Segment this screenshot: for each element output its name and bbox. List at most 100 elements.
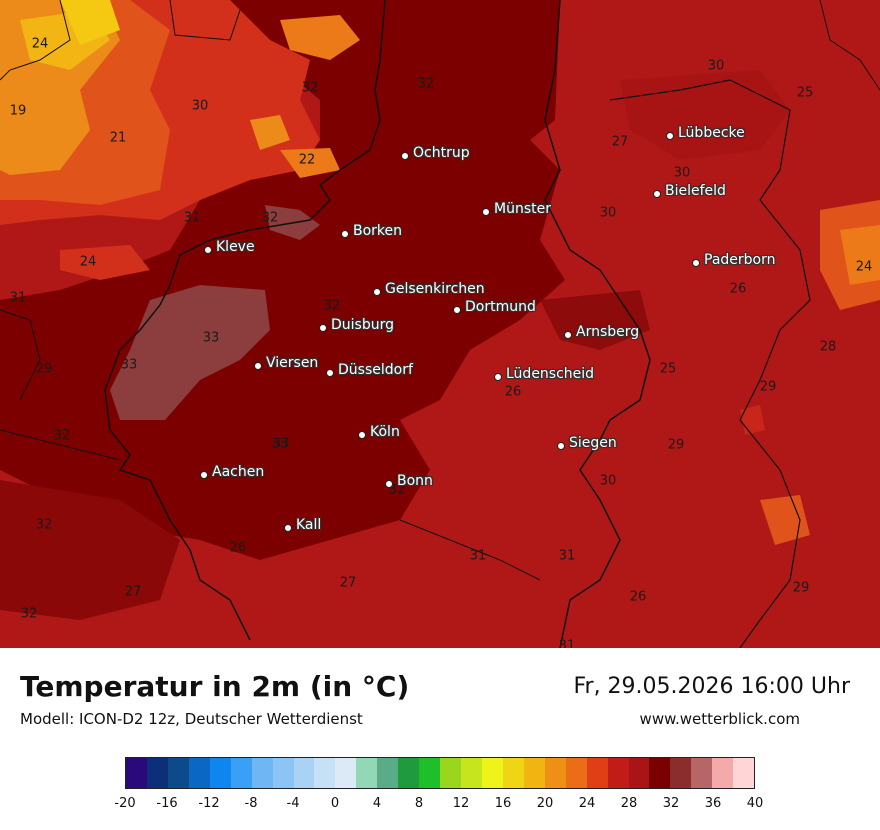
- contour-label: 32: [301, 80, 319, 96]
- city-marker: [557, 442, 565, 450]
- contour-label: 26: [229, 540, 247, 556]
- color-scale-cell: [523, 758, 545, 788]
- temperature-field: [0, 0, 880, 648]
- contour-label: 32: [261, 210, 279, 226]
- contour-label: 31: [558, 548, 576, 564]
- city-label: Kleve: [216, 239, 255, 255]
- city-label: Ochtrup: [413, 145, 470, 161]
- contour-label: 33: [272, 436, 290, 452]
- city-marker: [200, 471, 208, 479]
- color-scale-tick-label: 24: [578, 796, 596, 811]
- color-scale-tick-label: -20: [114, 796, 136, 811]
- color-scale-tick-label: 0: [330, 796, 340, 811]
- color-scale-cell: [649, 758, 671, 788]
- city-marker: [284, 524, 292, 532]
- contour-label: 32: [388, 482, 406, 498]
- city-label: Borken: [353, 223, 403, 239]
- color-scale-cell: [335, 758, 357, 788]
- contour-label: 31: [9, 290, 27, 306]
- contour-label: 32: [35, 517, 53, 533]
- color-scale-cell: [670, 758, 692, 788]
- color-scale-tick-label: 16: [494, 796, 512, 811]
- color-scale-cell: [481, 758, 503, 788]
- color-scale-tick-label: -12: [198, 796, 220, 811]
- color-scale-cell: [314, 758, 336, 788]
- city-marker: [326, 369, 334, 377]
- city-marker: [385, 480, 393, 488]
- color-scale-cell: [712, 758, 734, 788]
- color-scale-cell: [293, 758, 315, 788]
- color-scale-cell: [607, 758, 629, 788]
- city-marker: [401, 152, 409, 160]
- city-label: Dortmund: [465, 299, 536, 315]
- city-label: Aachen: [212, 464, 265, 480]
- contour-label: 30: [599, 205, 617, 221]
- contour-label: 26: [629, 589, 647, 605]
- contour-label: 24: [31, 36, 49, 52]
- color-scale-tick-label: 40: [746, 796, 764, 811]
- city-label: Arnsberg: [576, 324, 640, 340]
- city-label: Düsseldorf: [338, 362, 413, 378]
- color-scale-cell: [377, 758, 399, 788]
- color-scale-tick-label: 20: [536, 796, 554, 811]
- contour-label: 33: [202, 330, 220, 346]
- city-marker: [341, 230, 349, 238]
- contour-label: 32: [417, 76, 435, 92]
- city-label: Lüdenscheid: [506, 366, 595, 382]
- city-label: Gelsenkirchen: [385, 281, 485, 297]
- color-scale-cell: [146, 758, 168, 788]
- color-scale-tick-label: 8: [414, 796, 424, 811]
- contour-label: 30: [191, 98, 209, 114]
- city-label: Bielefeld: [665, 183, 726, 199]
- color-scale-tick-label: 36: [704, 796, 722, 811]
- contour-label: 28: [819, 339, 837, 355]
- contour-label: 29: [792, 580, 810, 596]
- map-footer: Temperatur in 2m (in °C) Modell: ICON-D2…: [0, 648, 880, 830]
- city-label: Paderborn: [704, 252, 776, 268]
- contour-label: 24: [855, 259, 873, 275]
- city-label: Bonn: [397, 473, 433, 489]
- contour-label: 32: [20, 606, 38, 622]
- contour-label: 30: [707, 58, 725, 74]
- contour-label: 27: [611, 134, 629, 150]
- contour-label: 30: [673, 165, 691, 181]
- color-scale-tick-label: -8: [244, 796, 258, 811]
- color-scale-cell: [188, 758, 210, 788]
- color-scale-cell: [691, 758, 713, 788]
- contour-label: 31: [558, 638, 576, 649]
- city-label: Lübbecke: [678, 125, 745, 141]
- city-marker: [482, 208, 490, 216]
- city-marker: [653, 190, 661, 198]
- contour-label: 26: [729, 281, 747, 297]
- contour-label: 31: [469, 548, 487, 564]
- model-info: Modell: ICON-D2 12z, Deutscher Wetterdie…: [20, 710, 363, 728]
- weather-map: 24 32 32 30 25 19 30 21 27 22 30 31 32 3…: [0, 0, 880, 648]
- contour-label: 29: [35, 361, 53, 377]
- color-scale-cell: [167, 758, 189, 788]
- color-scale-tick-label: -4: [286, 796, 300, 811]
- city-marker: [564, 331, 572, 339]
- city-marker: [666, 132, 674, 140]
- color-scale-bar: [125, 757, 755, 789]
- city-marker: [453, 306, 461, 314]
- contour-label: 32: [323, 298, 341, 314]
- color-scale-cell: [356, 758, 378, 788]
- color-scale-cell: [586, 758, 608, 788]
- color-scale-cell: [126, 758, 147, 788]
- website-link[interactable]: www.wetterblick.com: [639, 710, 800, 728]
- contour-label: 26: [504, 384, 522, 400]
- contour-label: 22: [298, 152, 316, 168]
- city-marker: [204, 246, 212, 254]
- city-marker: [494, 373, 502, 381]
- color-scale-tick-label: 4: [372, 796, 382, 811]
- contour-label: 27: [339, 575, 357, 591]
- contour-label: 25: [659, 361, 677, 377]
- city-label: Münster: [494, 201, 551, 217]
- city-label: Kall: [296, 517, 322, 533]
- color-scale-cell: [209, 758, 231, 788]
- color-scale-cell: [398, 758, 420, 788]
- color-scale-tick-label: 12: [452, 796, 470, 811]
- contour-label: 29: [759, 379, 777, 395]
- contour-label: 33: [120, 357, 138, 373]
- contour-label: 25: [796, 85, 814, 101]
